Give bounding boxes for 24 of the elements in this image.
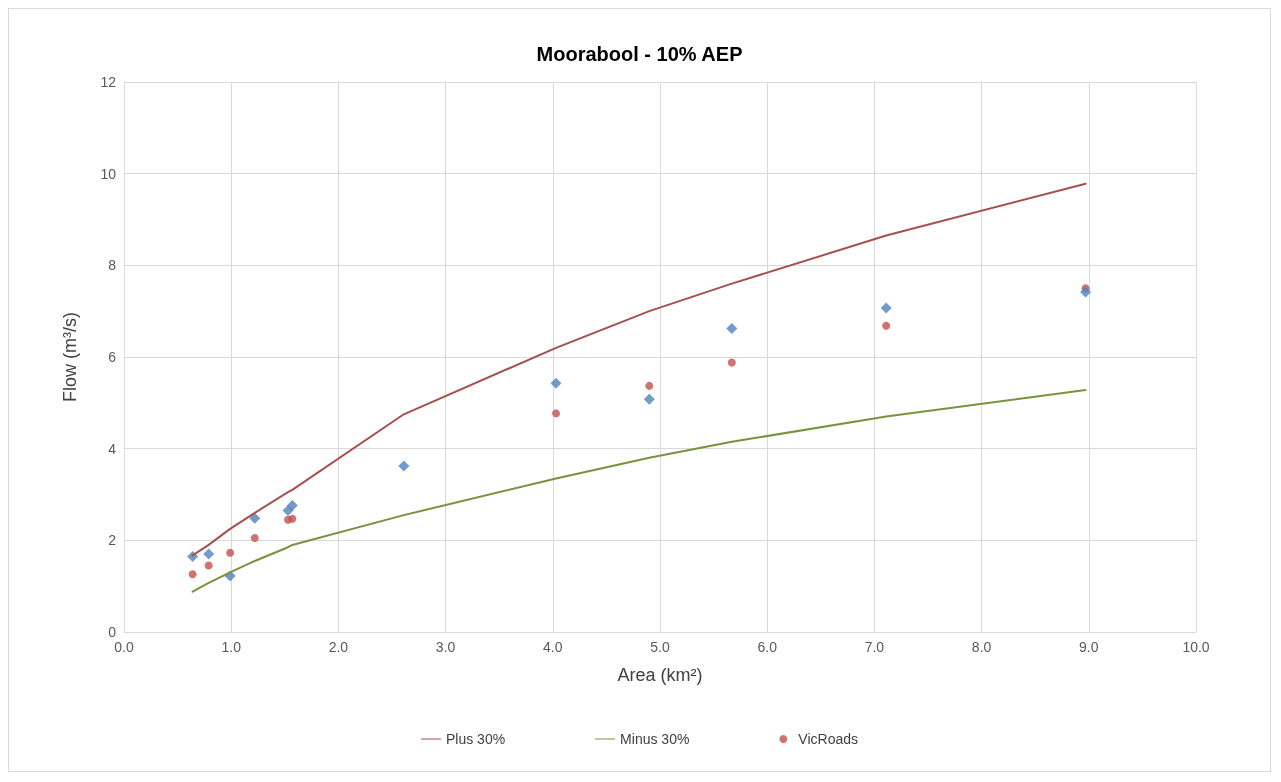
- x-tick-label: 3.0: [435, 639, 456, 655]
- x-tick-label: 5.0: [650, 639, 670, 655]
- y-tick-label: 10: [100, 165, 117, 182]
- y-tick-label: 12: [100, 74, 117, 90]
- legend-label: Minus 30%: [620, 731, 690, 747]
- x-tick-label: 8.0: [971, 639, 992, 655]
- x-tick-label: 9.0: [1079, 639, 1099, 655]
- x-tick-label: 10.0: [1182, 639, 1210, 655]
- y-tick-label: 0: [108, 624, 117, 640]
- y-tick-label: 4: [108, 440, 117, 457]
- y-tick-label: 2: [108, 532, 117, 549]
- y-tick-label: 6: [108, 349, 117, 365]
- chart-title: Moorabool - 10% AEP: [536, 43, 743, 65]
- y-tick-label: 8: [108, 257, 117, 274]
- x-tick-label: 6.0: [757, 639, 778, 655]
- legend-label: Plus 30%: [445, 731, 506, 747]
- x-tick-label: 4.0: [543, 639, 563, 655]
- x-tick-label: 0.0: [114, 639, 134, 655]
- x-tick-label: 2.0: [328, 639, 349, 655]
- x-axis-title: Area (km²): [617, 665, 703, 685]
- y-axis-title: Flow (m³/s): [60, 312, 80, 402]
- x-tick-label: 7.0: [864, 639, 885, 655]
- legend-label: VicRoads: [798, 731, 859, 747]
- x-tick-label: 1.0: [221, 639, 242, 655]
